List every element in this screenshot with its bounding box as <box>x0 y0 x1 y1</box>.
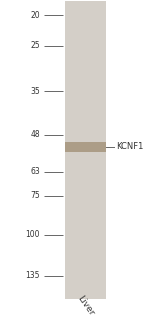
Text: 135: 135 <box>26 271 40 280</box>
Text: 48: 48 <box>30 130 40 139</box>
Text: 25: 25 <box>30 41 40 50</box>
Bar <box>65 1 106 299</box>
Text: 100: 100 <box>26 230 40 239</box>
Text: 20: 20 <box>30 11 40 20</box>
Text: 75: 75 <box>30 191 40 200</box>
Text: Liver: Liver <box>75 294 95 315</box>
Bar <box>65 142 106 152</box>
Text: 63: 63 <box>30 167 40 176</box>
Text: 35: 35 <box>30 87 40 96</box>
Text: KCNF1: KCNF1 <box>116 142 143 151</box>
